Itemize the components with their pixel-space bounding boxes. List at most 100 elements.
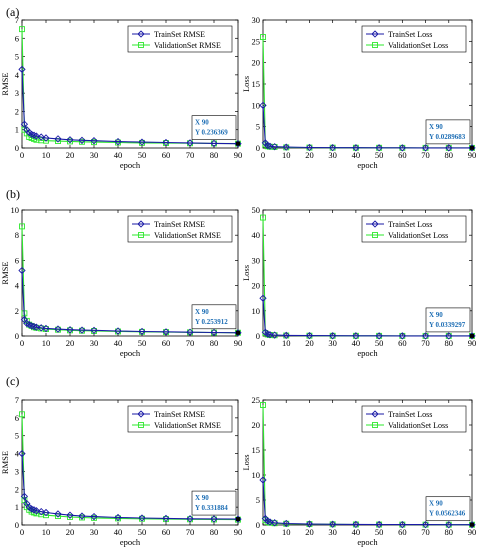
legend-box	[361, 25, 467, 53]
data-point	[19, 223, 25, 230]
x-tick-label: 60	[162, 338, 171, 348]
datatip-box	[425, 307, 471, 333]
data-point	[352, 520, 360, 529]
y-tick-label: 15	[252, 79, 261, 89]
data-point	[305, 143, 314, 152]
x-tick-label: 80	[445, 527, 454, 537]
legend-entry: ValidationSet RMSE	[154, 231, 221, 240]
y-tick-label: 4	[15, 70, 20, 80]
datatip-box	[191, 304, 237, 330]
datatip-y: Y 0.236369	[195, 129, 228, 137]
data-point	[67, 138, 73, 145]
y-tick-label: 25	[252, 395, 261, 405]
datatip-y: Y 0.331884	[195, 504, 228, 512]
legend-entry: TrainSet Loss	[388, 30, 432, 39]
y-axis-label: RMSE	[0, 72, 10, 95]
data-point	[398, 332, 406, 340]
data-point	[270, 519, 279, 527]
data-point	[66, 136, 74, 144]
data-point	[42, 134, 50, 142]
data-point	[90, 512, 98, 521]
data-point	[54, 135, 62, 143]
datatip-x: X 90	[429, 500, 443, 508]
data-point	[32, 132, 41, 140]
legend-marker	[137, 30, 145, 38]
x-tick-label: 0	[20, 150, 24, 160]
data-point	[20, 492, 29, 501]
data-point	[30, 131, 38, 139]
legend-marker	[371, 410, 379, 418]
data-point	[329, 520, 337, 528]
y-tick-label: 0	[15, 331, 19, 341]
legend-marker	[371, 220, 379, 228]
legend-entry: ValidationSet RMSE	[154, 41, 221, 50]
data-point	[264, 517, 272, 525]
data-point	[27, 505, 36, 513]
data-point	[264, 330, 272, 338]
data-point	[186, 328, 194, 336]
y-tick-label: 10	[252, 100, 261, 110]
data-point	[54, 325, 62, 333]
x-tick-label: 0	[261, 527, 265, 537]
legend-marker	[137, 410, 145, 418]
legend-marker	[372, 422, 378, 428]
y-tick-label: 0	[256, 143, 260, 153]
data-point	[375, 520, 383, 529]
datatip-marker	[470, 145, 474, 150]
data-point	[90, 137, 98, 145]
datatip-marker	[236, 517, 240, 522]
y-tick-label: 7	[15, 15, 19, 25]
data-point	[210, 328, 218, 337]
data-point	[266, 142, 274, 150]
data-point	[30, 322, 38, 331]
datatip-box	[425, 119, 471, 145]
x-tick-label: 30	[328, 150, 337, 160]
data-point	[282, 519, 290, 528]
x-tick-label: 30	[90, 338, 99, 348]
datatip-marker	[236, 330, 240, 335]
y-tick-label: 3	[15, 88, 19, 98]
datatip-x: X 90	[429, 311, 443, 319]
y-axis-label: RMSE	[0, 261, 10, 284]
x-axis-label: epoch	[357, 160, 378, 170]
x-tick-label: 80	[445, 338, 454, 348]
x-tick-label: 90	[468, 150, 477, 160]
panel-label-b: (b)	[6, 187, 20, 201]
legend-box	[127, 25, 233, 53]
series-line	[21, 453, 239, 520]
data-point	[421, 332, 430, 340]
x-tick-label: 40	[114, 150, 123, 160]
x-tick-label: 70	[186, 338, 195, 348]
chart-3: 0 10 20 30 40 50 60 70 80 90 0 2 4 6 8 10 epoch RMSE Train…	[0, 205, 242, 358]
y-tick-label: 8	[15, 230, 19, 240]
data-point	[162, 138, 170, 147]
datatip-marker	[236, 141, 240, 146]
data-point	[270, 143, 279, 151]
legend-marker	[137, 220, 145, 228]
data-point	[19, 411, 25, 418]
datatip-box	[191, 115, 237, 140]
legend-marker	[372, 232, 378, 238]
legend-entry: TrainSet RMSE	[154, 410, 205, 419]
y-tick-label: 0	[15, 143, 19, 153]
data-point	[138, 327, 146, 336]
data-point	[305, 520, 314, 528]
x-tick-label: 20	[66, 150, 75, 160]
x-tick-label: 60	[162, 150, 171, 160]
data-point	[27, 130, 36, 138]
x-tick-label: 10	[42, 527, 51, 537]
x-tick-label: 40	[352, 338, 361, 348]
x-tick-label: 50	[138, 527, 147, 537]
x-tick-label: 20	[305, 150, 314, 160]
x-tick-label: 30	[328, 527, 337, 537]
legend-box	[127, 405, 233, 433]
y-tick-label: 0	[15, 520, 19, 530]
x-tick-label: 50	[375, 338, 384, 348]
y-tick-label: 0	[256, 520, 260, 530]
data-point	[90, 326, 98, 334]
x-axis-label: epoch	[120, 160, 141, 170]
data-point	[398, 520, 406, 529]
x-tick-label: 20	[305, 338, 314, 348]
datatip-y: Y 0.253912	[195, 318, 228, 326]
